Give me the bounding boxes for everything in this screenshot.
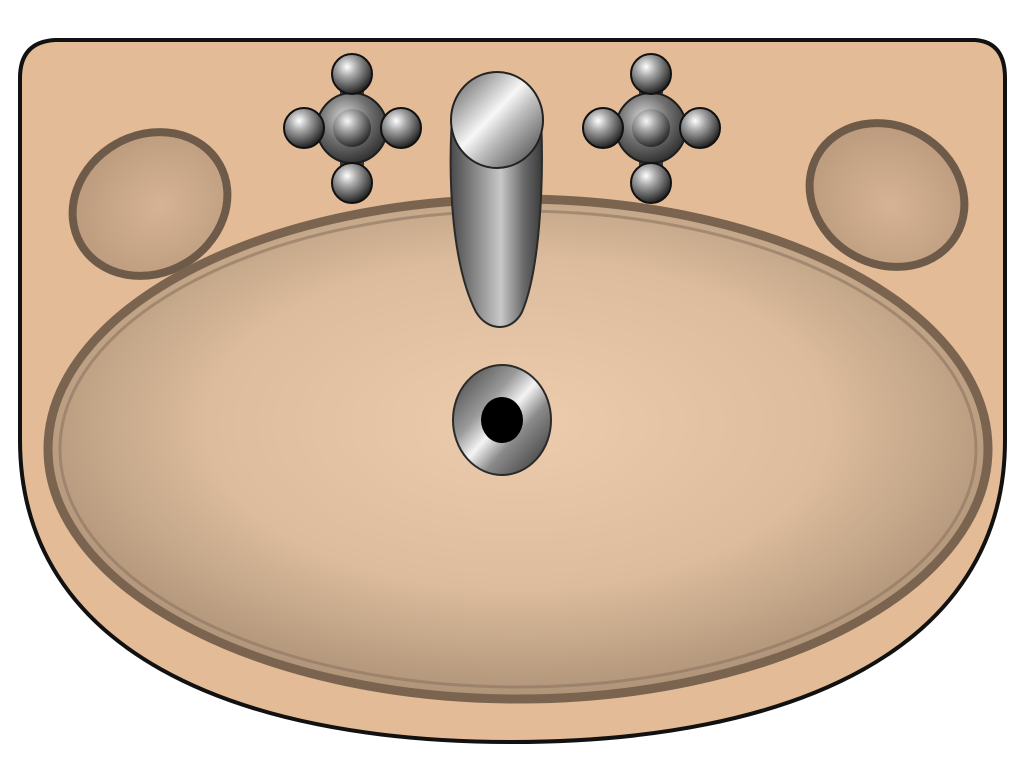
tap-knob bbox=[582, 107, 624, 149]
right-soap-dish bbox=[805, 119, 969, 271]
tap-knob bbox=[331, 162, 373, 204]
tap-knob bbox=[283, 107, 325, 149]
left-soap-dish bbox=[68, 128, 232, 280]
tap-knob bbox=[679, 107, 721, 149]
faucet-spout bbox=[449, 71, 544, 328]
tap-knob bbox=[630, 53, 672, 95]
tap-knob bbox=[380, 107, 422, 149]
left-tap-handle[interactable] bbox=[283, 53, 422, 204]
drain-hole bbox=[481, 397, 523, 443]
right-tap-handle[interactable] bbox=[582, 53, 721, 204]
tap-knob bbox=[630, 162, 672, 204]
tap-knob bbox=[331, 53, 373, 95]
drain bbox=[452, 364, 552, 476]
